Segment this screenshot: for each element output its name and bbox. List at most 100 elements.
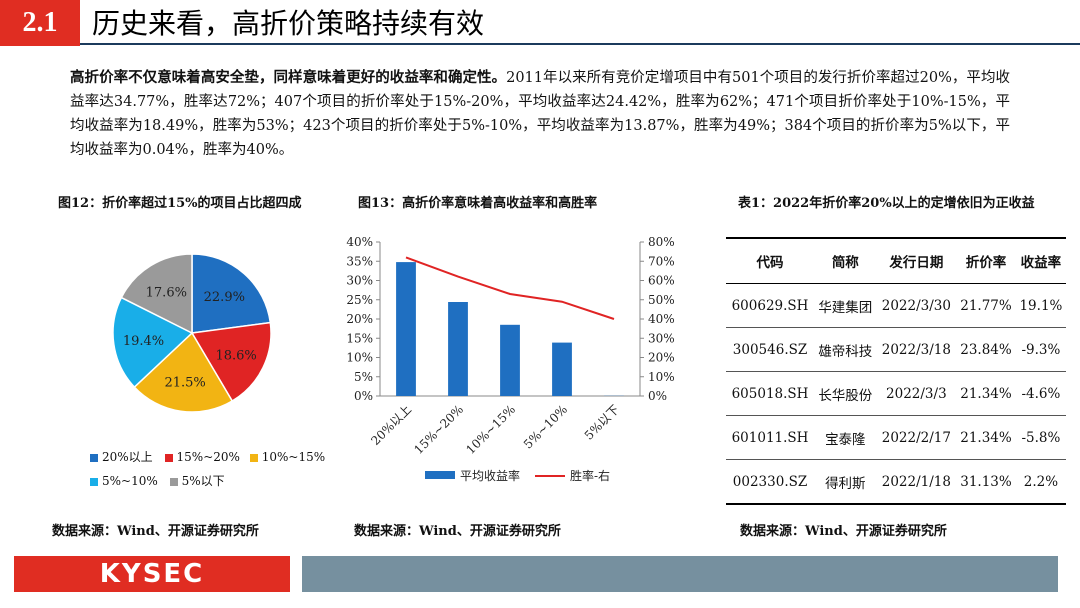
table-row: 600629.SH 华建集团 2022/3/30 21.77% 19.1% bbox=[726, 283, 1066, 328]
left-tick-label: 40% bbox=[346, 235, 373, 249]
right-tick-label: 70% bbox=[648, 254, 675, 268]
bar-0 bbox=[396, 262, 416, 396]
pie-label-0: 22.9% bbox=[204, 290, 245, 305]
footer-bar bbox=[302, 556, 1058, 592]
kysec-logo: KYSEC bbox=[14, 556, 290, 592]
left-tick-label: 15% bbox=[346, 331, 373, 345]
bar-2 bbox=[500, 324, 520, 396]
col-header-code: 代码 bbox=[726, 237, 815, 284]
cell-return: -4.6% bbox=[1015, 371, 1066, 416]
pie-slice-3 bbox=[112, 296, 194, 389]
cell-date: 2022/2/17 bbox=[876, 415, 957, 460]
cell-code: 601011.SH bbox=[726, 415, 815, 460]
legend-item-1: 15%~20% bbox=[164, 450, 240, 464]
cell-code: 300546.SZ bbox=[726, 327, 815, 372]
cell-date: 2022/3/30 bbox=[876, 283, 957, 328]
page-title: 历史来看，高折价策略持续有效 bbox=[92, 7, 485, 40]
col-header-date: 发行日期 bbox=[876, 237, 957, 284]
right-tick-label: 40% bbox=[648, 312, 675, 326]
legend-item-4: 5%以下 bbox=[169, 474, 225, 488]
figure13-source: 数据来源：Wind、开源证券研究所 bbox=[354, 524, 561, 539]
figure12-legend-row2: 5%~10% 5%以下 bbox=[90, 472, 225, 489]
right-tick-label: 30% bbox=[648, 331, 675, 345]
cell-name: 长华股份 bbox=[814, 371, 877, 416]
category-label-1: 15%~20% bbox=[411, 402, 466, 457]
intro-bold-lead: 高折价率不仅意味着高安全垫，同样意味着更好的收益率和确定性。 bbox=[70, 69, 507, 86]
category-label-2: 10%~15% bbox=[463, 402, 518, 457]
cell-date: 2022/3/18 bbox=[876, 327, 957, 372]
legend-swatch-bar bbox=[425, 471, 455, 479]
pie-slice-2 bbox=[133, 331, 234, 413]
left-tick-label: 0% bbox=[354, 389, 373, 403]
left-tick-label: 35% bbox=[346, 254, 373, 268]
header-divider bbox=[80, 43, 1080, 45]
bar-1 bbox=[448, 302, 468, 396]
figure13-caption: 图13：高折价率意味着高收益率和高胜率 bbox=[358, 196, 598, 211]
cell-code: 605018.SH bbox=[726, 371, 815, 416]
cell-return: 2.2% bbox=[1015, 459, 1066, 505]
cell-return: -5.8% bbox=[1015, 415, 1066, 460]
figure12-legend-row1: 20%以上 15%~20% 10%~15% bbox=[90, 448, 325, 465]
cell-return: -9.3% bbox=[1015, 327, 1066, 372]
right-tick-label: 0% bbox=[648, 389, 667, 403]
pie-label-1: 18.6% bbox=[215, 348, 256, 363]
legend-swatch bbox=[164, 453, 173, 462]
pie-label-3: 19.4% bbox=[123, 334, 164, 349]
left-tick-label: 20% bbox=[346, 312, 373, 326]
bar-3 bbox=[552, 342, 572, 396]
legend-swatch bbox=[90, 477, 98, 486]
table-row: 601011.SH 宝泰隆 2022/2/17 21.34% -5.8% bbox=[726, 415, 1066, 460]
pie-slice-1 bbox=[190, 321, 272, 403]
cell-discount: 23.84% bbox=[956, 327, 1016, 372]
intro-paragraph: 高折价率不仅意味着高安全垫，同样意味着更好的收益率和确定性。2011年以来所有竞… bbox=[70, 66, 1010, 162]
right-tick-label: 60% bbox=[648, 274, 675, 288]
legend-swatch bbox=[90, 453, 98, 462]
cell-name: 宝泰隆 bbox=[814, 415, 877, 460]
cell-discount: 21.77% bbox=[956, 283, 1016, 328]
table-header-row: 代码 简称 发行日期 折价率 收益率 bbox=[726, 237, 1066, 284]
pie-label-2: 21.5% bbox=[164, 376, 205, 391]
cell-discount: 31.13% bbox=[956, 459, 1016, 505]
left-tick-label: 25% bbox=[346, 293, 373, 307]
cell-name: 得利斯 bbox=[814, 459, 877, 505]
cell-date: 2022/1/18 bbox=[876, 459, 957, 505]
table1: 代码 简称 发行日期 折价率 收益率 600629.SH 华建集团 2022/3… bbox=[726, 237, 1066, 505]
col-header-name: 简称 bbox=[814, 237, 877, 284]
cell-return: 19.1% bbox=[1015, 283, 1066, 328]
cell-name: 雄帝科技 bbox=[814, 327, 877, 372]
legend-item-2: 10%~15% bbox=[249, 450, 325, 464]
pie-slice-0 bbox=[191, 253, 272, 334]
col-header-return: 收益率 bbox=[1015, 237, 1066, 284]
legend-item-0: 20%以上 bbox=[90, 450, 153, 464]
right-tick-label: 20% bbox=[648, 351, 675, 365]
figure13-combo-chart: 0% 5% 10% 15% 20% 25% 30% 35% 40% 0% 10% 20% 30% 40% 5… bbox=[346, 235, 675, 483]
left-tick-label: 30% bbox=[346, 274, 373, 288]
legend-swatch bbox=[169, 477, 178, 486]
category-label-3: 5%~10% bbox=[521, 402, 570, 451]
right-tick-label: 50% bbox=[648, 293, 675, 307]
legend-swatch bbox=[249, 453, 258, 462]
table1-caption: 表1：2022年折价率20%以上的定增依旧为正收益 bbox=[738, 196, 1035, 211]
cell-code: 002330.SZ bbox=[726, 459, 815, 505]
right-tick-label: 80% bbox=[648, 235, 675, 249]
col-header-discount: 折价率 bbox=[956, 237, 1016, 284]
cell-discount: 21.34% bbox=[956, 371, 1016, 416]
win-rate-line bbox=[405, 256, 615, 320]
table-row: 300546.SZ 雄帝科技 2022/3/18 23.84% -9.3% bbox=[726, 327, 1066, 372]
legend-label-line: 胜率-右 bbox=[570, 468, 610, 483]
cell-discount: 21.34% bbox=[956, 415, 1016, 460]
category-label-0: 20%以上 bbox=[368, 402, 414, 448]
left-tick-label: 10% bbox=[346, 351, 373, 365]
table-row: 605018.SH 长华股份 2022/3/3 21.34% -4.6% bbox=[726, 371, 1066, 416]
table1-source: 数据来源：Wind、开源证券研究所 bbox=[740, 524, 947, 539]
pie-slice-4 bbox=[120, 253, 193, 335]
left-tick-label: 5% bbox=[354, 370, 373, 384]
intro-body: 2011年以来所有竞价定增项目中有501个项目的发行折价率超过20%，平均收益率… bbox=[70, 70, 1010, 158]
cell-code: 600629.SH bbox=[726, 283, 815, 328]
section-number: 2.1 bbox=[0, 0, 80, 46]
figure12-source: 数据来源：Wind、开源证券研究所 bbox=[52, 524, 259, 539]
legend-item-3: 5%~10% bbox=[90, 474, 158, 488]
cell-date: 2022/3/3 bbox=[876, 371, 957, 416]
figure12-caption: 图12：折价率超过15%的项目占比超四成 bbox=[58, 196, 302, 211]
category-label-4: 5%以下 bbox=[582, 402, 622, 442]
